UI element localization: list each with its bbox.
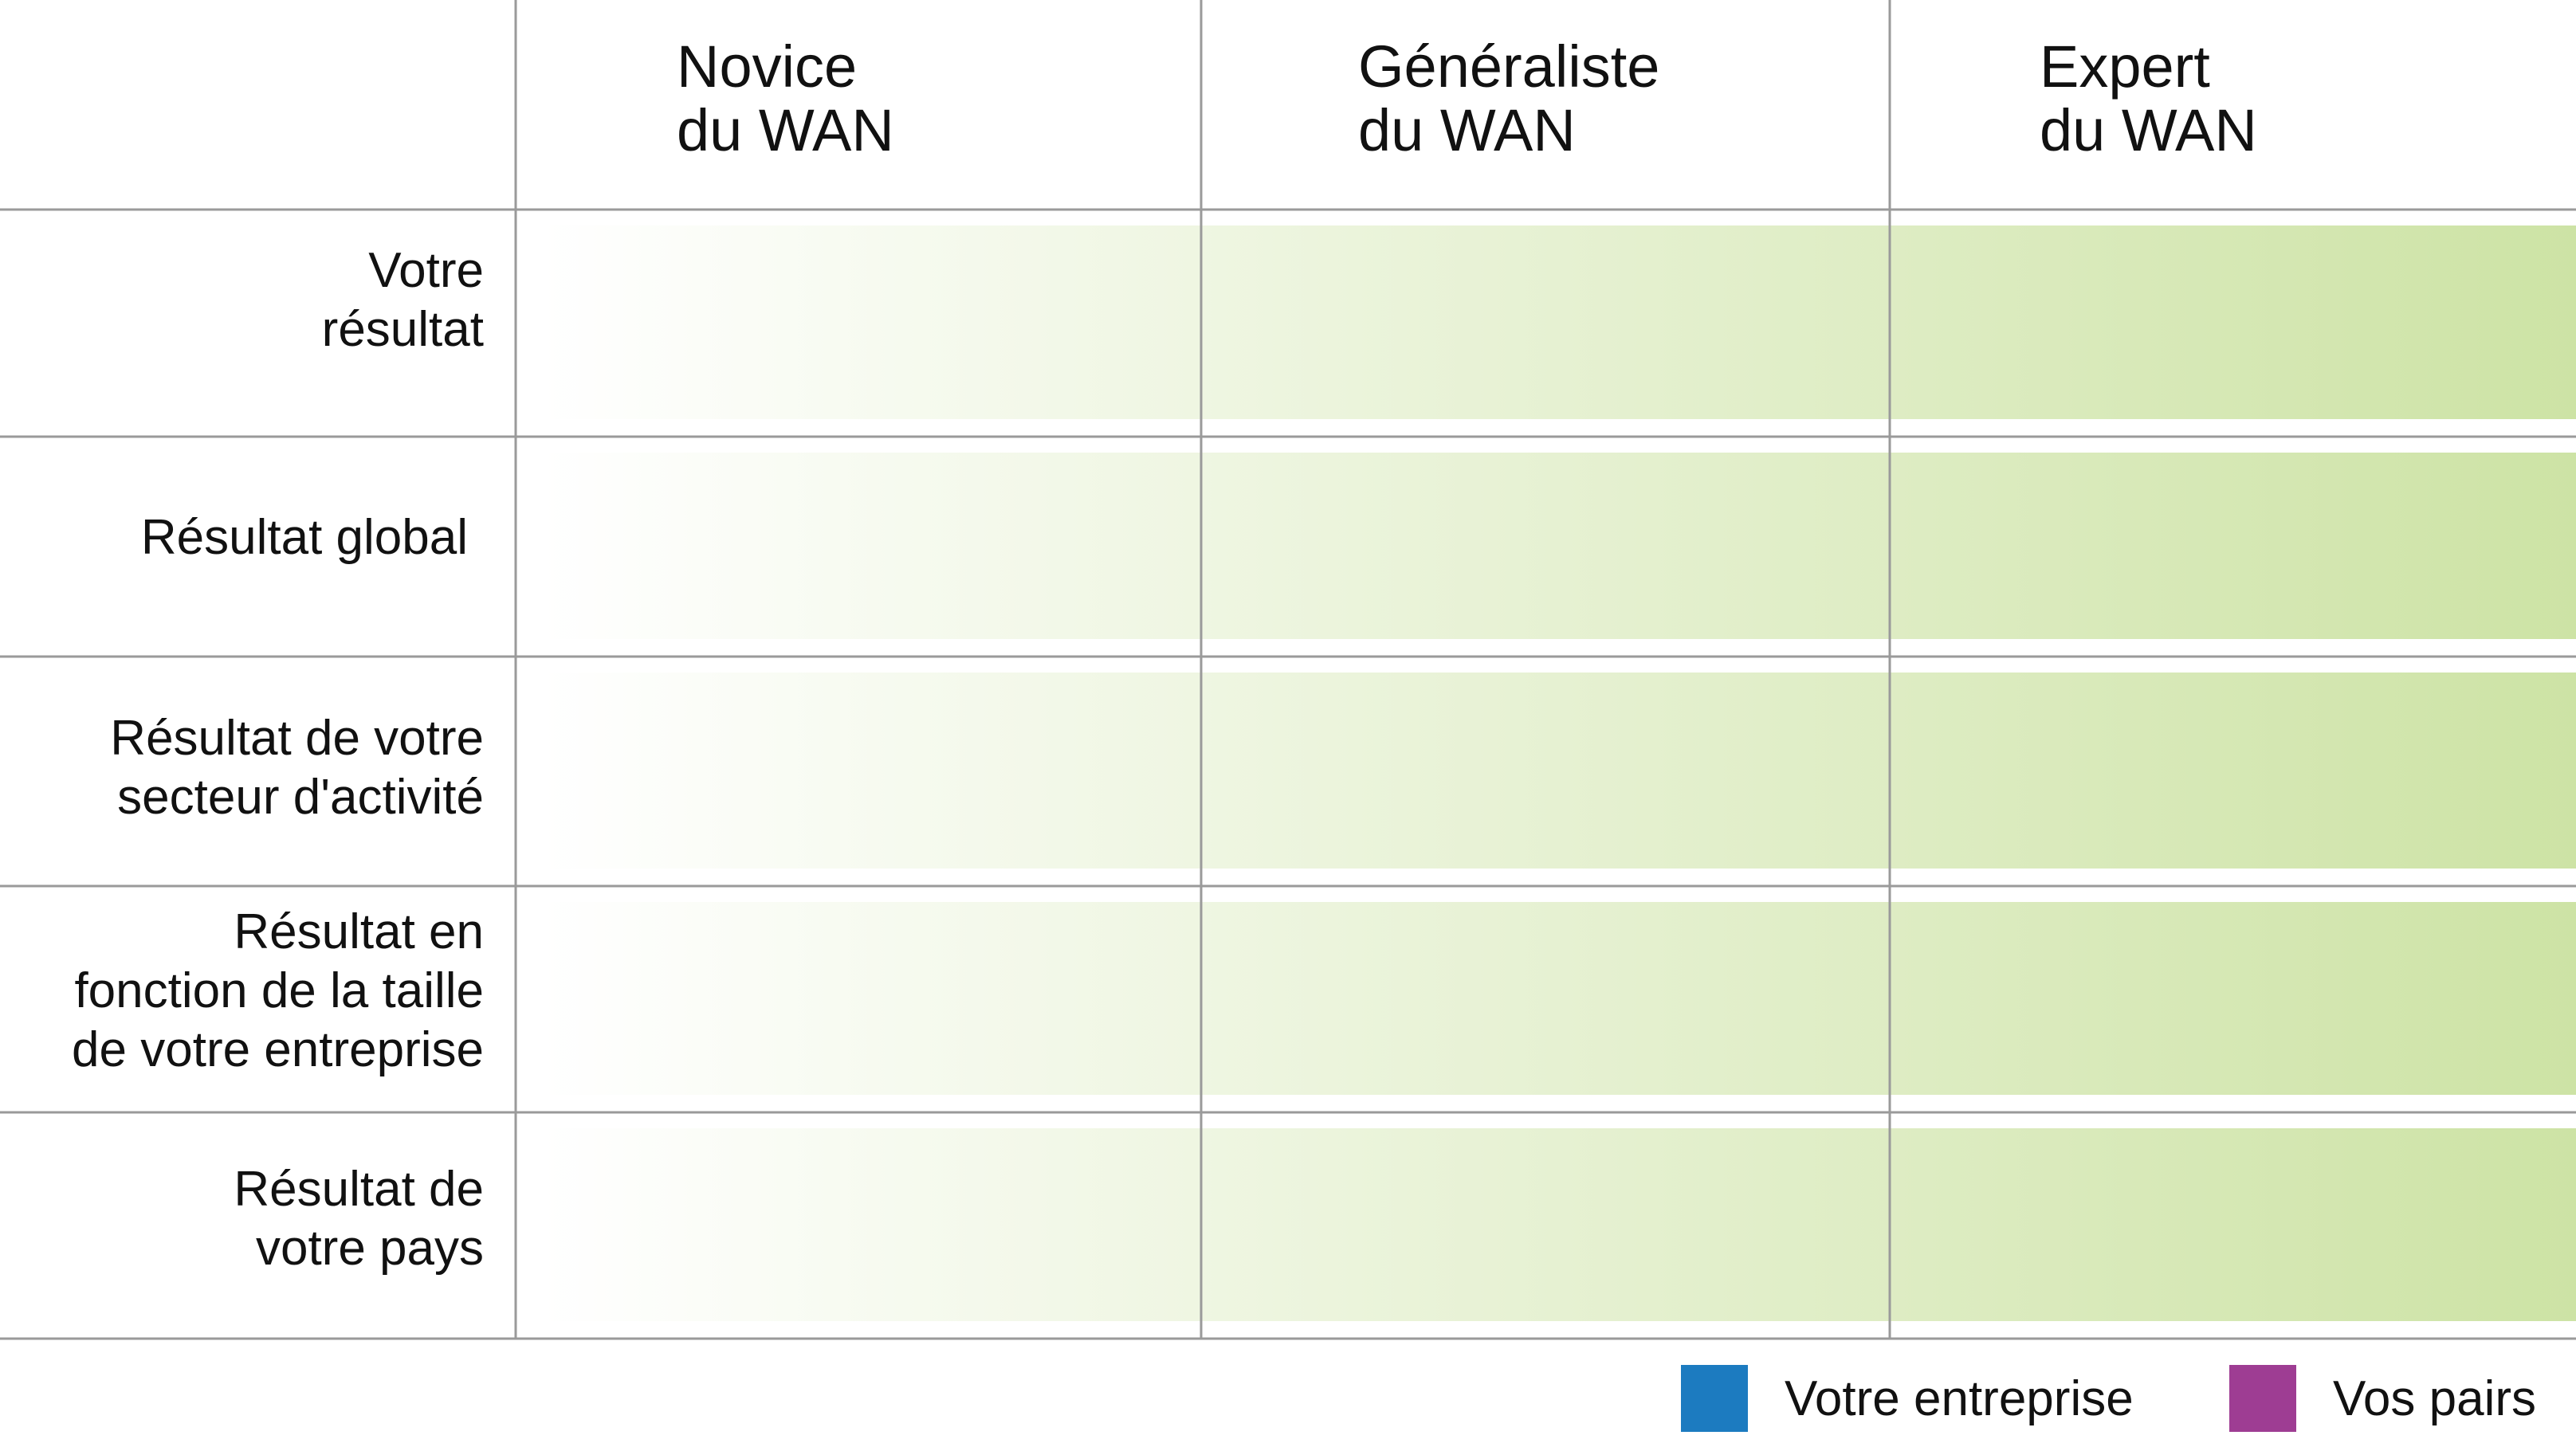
row-band-2 (542, 453, 2576, 639)
row-band-3 (542, 673, 2576, 869)
row-label-taille-entreprise: Résultat en fonction de la taille de vot… (72, 904, 484, 1077)
legend-label-vos-pairs: Vos pairs (2333, 1371, 2537, 1426)
row-band-5 (542, 1128, 2576, 1321)
legend-item-votre-entreprise: Votre entreprise (1681, 1365, 2134, 1432)
row-label-votre-resultat: Votre résultat (321, 243, 484, 357)
row-band-4 (542, 902, 2576, 1095)
row-label-resultat-global: Résultat global (140, 510, 468, 565)
legend-swatch-vos-pairs (2229, 1365, 2296, 1432)
row-label-secteur: Résultat de votre secteur d'activité (110, 711, 484, 825)
row-band-1 (542, 225, 2576, 419)
legend-item-vos-pairs: Vos pairs (2229, 1365, 2536, 1432)
legend-label-votre-entreprise: Votre entreprise (1785, 1371, 2134, 1426)
column-header-generaliste: Généraliste du WAN (1358, 33, 1660, 163)
row-label-pays: Résultat de votre pays (234, 1162, 484, 1276)
column-header-novice: Novice du WAN (677, 33, 894, 163)
column-header-expert: Expert du WAN (2040, 33, 2257, 163)
legend-swatch-votre-entreprise (1681, 1365, 1748, 1432)
